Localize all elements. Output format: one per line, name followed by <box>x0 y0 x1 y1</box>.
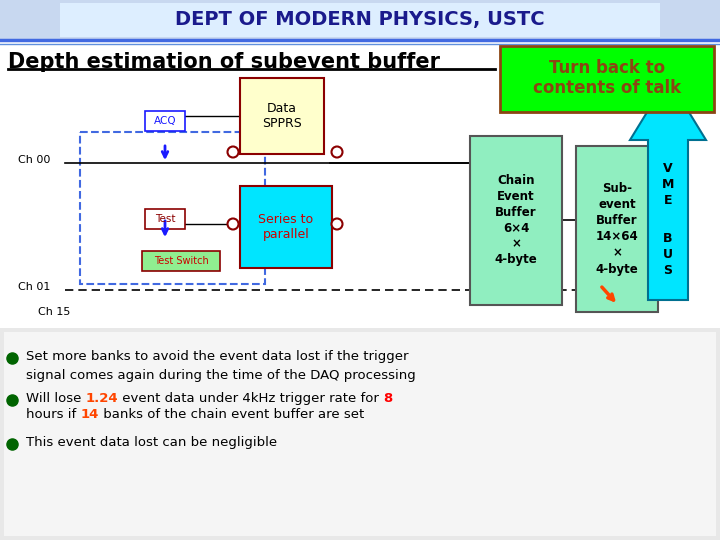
Text: Chain
Event
Buffer
6×4
×
4-byte: Chain Event Buffer 6×4 × 4-byte <box>495 173 537 267</box>
Text: ACQ: ACQ <box>153 116 176 126</box>
Text: Will lose: Will lose <box>26 392 86 405</box>
Text: Depth estimation of subevent buffer: Depth estimation of subevent buffer <box>8 52 440 72</box>
Circle shape <box>228 146 238 158</box>
Polygon shape <box>630 78 706 300</box>
Text: B
U
S: B U S <box>663 233 673 278</box>
Text: 8: 8 <box>383 392 392 405</box>
FancyBboxPatch shape <box>240 186 332 268</box>
Text: event data under 4kHz trigger rate for: event data under 4kHz trigger rate for <box>118 392 383 405</box>
FancyBboxPatch shape <box>470 136 562 305</box>
Bar <box>0 0 720 40</box>
FancyBboxPatch shape <box>145 111 185 131</box>
Text: V
M
E: V M E <box>662 163 674 207</box>
Text: DEPT OF MODERN PHYSICS, USTC: DEPT OF MODERN PHYSICS, USTC <box>175 10 545 30</box>
Text: Set more banks to avoid the event data lost if the trigger
signal comes again du: Set more banks to avoid the event data l… <box>26 350 415 381</box>
Text: banks of the chain event buffer are set: banks of the chain event buffer are set <box>99 408 364 421</box>
Bar <box>0 328 720 540</box>
Bar <box>4 332 716 536</box>
FancyBboxPatch shape <box>500 46 714 112</box>
FancyBboxPatch shape <box>576 146 658 312</box>
Text: This event data lost can be negligible: This event data lost can be negligible <box>26 436 277 449</box>
Text: contents of talk: contents of talk <box>533 79 681 97</box>
Text: 14: 14 <box>81 408 99 421</box>
Circle shape <box>331 219 343 230</box>
FancyBboxPatch shape <box>142 251 220 271</box>
Text: Ch 00: Ch 00 <box>18 155 50 165</box>
Circle shape <box>228 219 238 230</box>
Bar <box>60 3 660 37</box>
Text: Ch 15: Ch 15 <box>38 307 71 317</box>
FancyBboxPatch shape <box>145 209 185 229</box>
Text: Test: Test <box>155 214 175 224</box>
Text: Ch 01: Ch 01 <box>18 282 50 292</box>
Text: Test Switch: Test Switch <box>153 256 208 266</box>
Text: hours if: hours if <box>26 408 81 421</box>
FancyBboxPatch shape <box>240 78 324 154</box>
Text: 1.24: 1.24 <box>86 392 118 405</box>
Circle shape <box>331 146 343 158</box>
Text: Data
SPPRS: Data SPPRS <box>262 102 302 130</box>
Text: Sub-
event
Buffer
14×64
×
4-byte: Sub- event Buffer 14×64 × 4-byte <box>595 183 639 275</box>
Text: Turn back to: Turn back to <box>549 59 665 77</box>
Text: Series to
parallel: Series to parallel <box>258 213 314 241</box>
